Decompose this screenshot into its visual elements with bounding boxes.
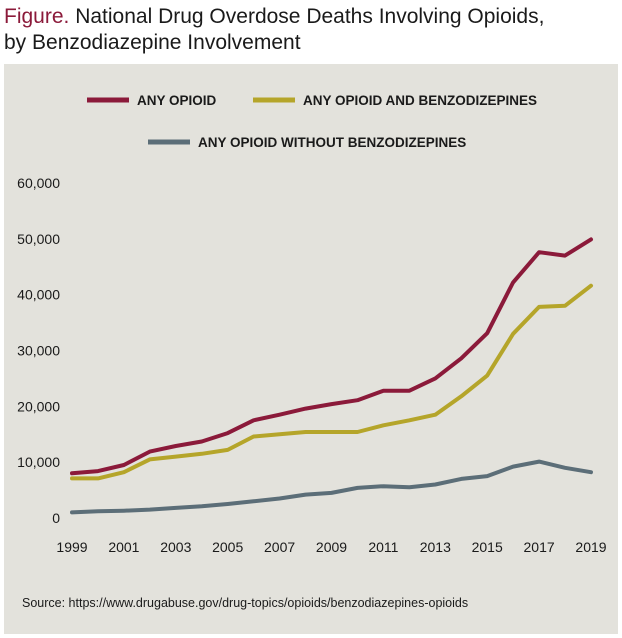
y-tick-label: 50,000	[17, 231, 60, 247]
x-axis-ticks: 1999 2001 2003 2005 2007 2009 2011 2013 2015 2017…	[56, 539, 606, 555]
x-tick-label: 2001	[108, 539, 139, 555]
x-tick-label: 2015	[472, 539, 503, 555]
x-tick-label: 2003	[160, 539, 191, 555]
source-note: Source: https://www.drugabuse.gov/drug-t…	[22, 596, 468, 610]
y-tick-label: 60,000	[17, 175, 60, 191]
title-line-1: National Drug Overdose Deaths Involving …	[75, 5, 545, 28]
x-tick-label: 2017	[524, 539, 555, 555]
y-tick-label: 10,000	[17, 454, 60, 470]
legend-label: ANY OPIOID AND BENZODIZEPINES	[303, 93, 537, 108]
x-tick-label: 2007	[264, 539, 295, 555]
series-line	[70, 459, 593, 515]
y-tick-label: 0	[52, 510, 60, 526]
y-axis-ticks: 0 10,000 20,000 30,000 40,000 50,000 60,000	[17, 175, 60, 526]
x-tick-label: 2009	[316, 539, 347, 555]
x-tick-label: 2011	[368, 539, 398, 555]
x-tick-label: 2013	[420, 539, 451, 555]
series-line	[70, 237, 593, 476]
legend-label: ANY OPIOID WITHOUT BENZODIZEPINES	[198, 135, 466, 150]
legend: ANY OPIOID ANY OPIOID AND BENZODIZEPINES A…	[87, 93, 537, 150]
legend-label: ANY OPIOID	[137, 93, 217, 108]
y-tick-label: 30,000	[17, 343, 60, 359]
chart-title: Figure. National Drug Overdose Deaths In…	[4, 4, 618, 56]
series-line	[70, 283, 593, 481]
y-tick-label: 40,000	[17, 287, 60, 303]
series-lines	[70, 237, 593, 515]
title-line-2: by Benzodiazepine Involvement	[4, 31, 301, 54]
title-lead: Figure.	[4, 5, 70, 28]
x-tick-label: 2019	[575, 539, 606, 555]
x-tick-label: 1999	[56, 539, 87, 555]
chart-panel	[4, 64, 618, 634]
x-tick-label: 2005	[212, 539, 243, 555]
y-tick-label: 20,000	[17, 398, 60, 414]
